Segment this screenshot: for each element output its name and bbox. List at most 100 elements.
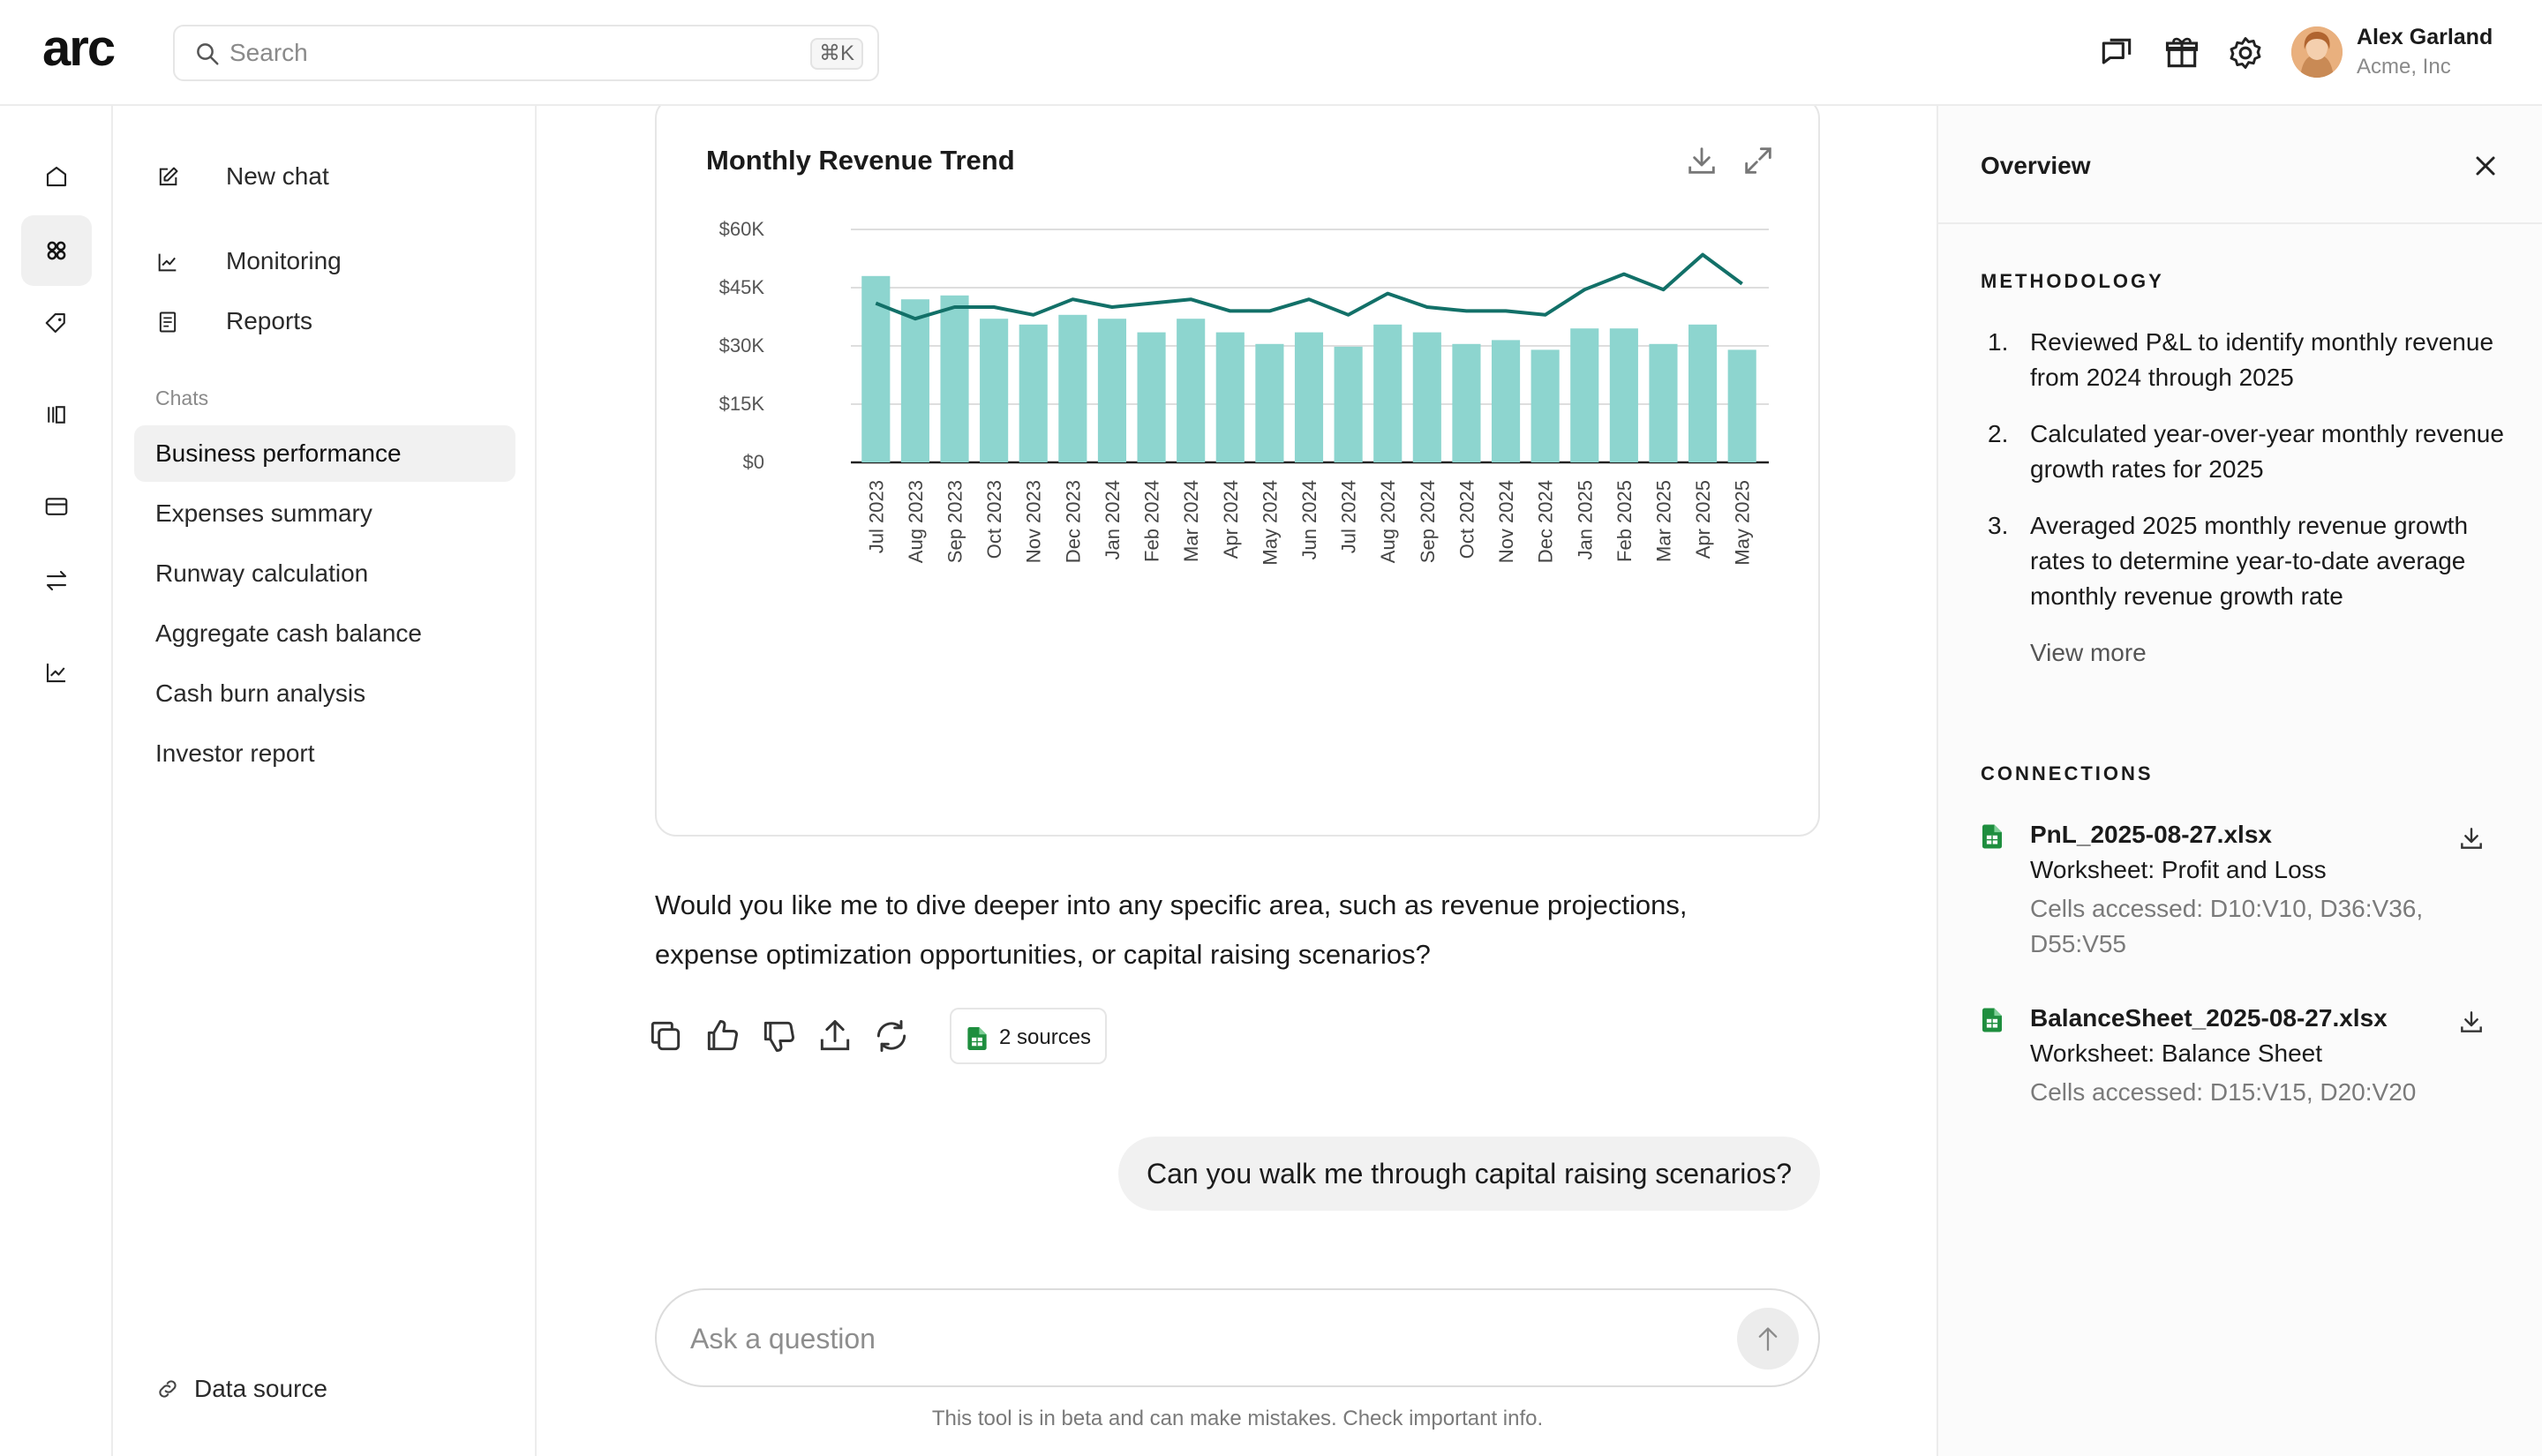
step-number: 2.	[1988, 420, 2009, 447]
share-upload-icon[interactable]	[816, 1017, 854, 1055]
y-tick-label: $0	[743, 451, 764, 473]
link-icon	[159, 1380, 177, 1398]
revenue-bar	[1215, 332, 1245, 462]
revenue-bar	[1097, 319, 1127, 462]
revenue-bar	[1294, 332, 1324, 462]
connections-label: CONNECTIONS	[1981, 762, 2154, 784]
connection-cells: Cells accessed: D15:V15, D20:V20	[2030, 1078, 2417, 1106]
nav-reports[interactable]: Reports	[134, 293, 515, 348]
rail-analytics[interactable]	[21, 637, 92, 708]
spreadsheet-icon	[1982, 824, 2002, 849]
chat-item-aggregate-cash-balance[interactable]: Aggregate cash balance	[155, 619, 422, 647]
rail-library[interactable]	[21, 379, 92, 450]
x-tick-label: Aug 2023	[905, 480, 927, 563]
y-tick-label: $15K	[719, 393, 765, 415]
download-icon[interactable]	[1684, 143, 1719, 178]
revenue-bar	[1255, 343, 1284, 462]
edit-icon	[159, 167, 178, 186]
monitoring-label: Monitoring	[226, 247, 342, 274]
step-text: Averaged 2025 monthly revenue growth rat…	[2030, 512, 2469, 610]
download-icon[interactable]	[2457, 1008, 2486, 1036]
revenue-bar	[1609, 328, 1638, 462]
revenue-bar	[1334, 346, 1363, 462]
tag-icon	[45, 312, 65, 334]
arrow-up-icon	[1758, 1327, 1778, 1351]
question-input[interactable]	[690, 1317, 1661, 1361]
chat-main: Monthly Revenue Trend $0 $15K $30K $45K $60K…	[537, 106, 1937, 1456]
chart-title: Monthly Revenue Trend	[706, 145, 1015, 176]
thumbs-down-icon[interactable]	[759, 1017, 798, 1055]
revenue-bar	[900, 299, 929, 462]
search-input[interactable]	[229, 34, 724, 72]
chat-item-runway-calculation[interactable]: Runway calculation	[155, 559, 369, 587]
chat-item-cash-burn-analysis[interactable]: Cash burn analysis	[155, 679, 366, 707]
user-name: Alex Garland	[2357, 25, 2493, 49]
chat-item-business-performance[interactable]: Business performance	[134, 425, 515, 482]
x-tick-label: Jan 2025	[1574, 480, 1596, 560]
x-tick-label: Feb 2025	[1613, 480, 1636, 562]
thumbs-up-icon[interactable]	[703, 1017, 741, 1055]
send-button[interactable]	[1737, 1308, 1799, 1370]
x-tick-label: Jan 2024	[1102, 480, 1124, 560]
new-chat-button[interactable]: New chat	[134, 148, 515, 203]
expand-icon[interactable]	[1741, 143, 1776, 178]
step-number: 3.	[1988, 512, 2009, 539]
revenue-bar	[1649, 343, 1678, 462]
chat-item-investor-report[interactable]: Investor report	[155, 739, 315, 767]
avatar[interactable]	[2291, 26, 2343, 78]
home-icon	[46, 166, 67, 187]
search-bar[interactable]: ⌘K	[173, 25, 879, 81]
revenue-bar	[1412, 332, 1441, 462]
nav-monitoring[interactable]: Monitoring	[134, 233, 515, 288]
beta-disclaimer: This tool is in beta and can make mistak…	[931, 1407, 1544, 1430]
rail-home[interactable]	[21, 141, 92, 212]
rail-assistant[interactable]	[21, 215, 92, 286]
x-tick-label: Mar 2025	[1652, 480, 1674, 562]
composer[interactable]	[655, 1288, 1820, 1387]
x-tick-label: Aug 2024	[1377, 480, 1399, 563]
panel-header: Overview	[1938, 106, 2542, 224]
connection-file-name[interactable]: BalanceSheet_2025-08-27.xlsx	[2030, 1004, 2388, 1032]
chats-section-label: Chats	[155, 387, 209, 409]
y-tick-label: $45K	[719, 276, 765, 298]
connection-worksheet: Worksheet: Balance Sheet	[2030, 1039, 2323, 1067]
x-tick-label: Apr 2024	[1220, 480, 1242, 559]
chat-sidebar: New chat Monitoring Reports Chats Busine…	[113, 106, 537, 1456]
revenue-bar	[1530, 349, 1560, 462]
methodology-label: METHODOLOGY	[1981, 270, 2164, 292]
search-icon	[197, 43, 219, 65]
copy-icon[interactable]	[646, 1017, 685, 1055]
settings-gear-icon[interactable]	[2226, 34, 2265, 72]
monitoring-chart-icon	[158, 253, 177, 272]
sources-button[interactable]: 2 sources	[950, 1008, 1107, 1064]
rail-tags[interactable]	[21, 288, 92, 358]
connection-file-name[interactable]: PnL_2025-08-27.xlsx	[2030, 821, 2272, 848]
revenue-bar	[1452, 343, 1481, 462]
revenue-bar	[1019, 324, 1048, 462]
data-source-label: Data source	[194, 1375, 327, 1402]
revenue-bar	[1058, 314, 1087, 462]
revenue-bar	[940, 295, 969, 462]
regenerate-icon[interactable]	[872, 1017, 911, 1055]
credit-card-icon	[45, 498, 68, 515]
chat-bubbles-icon[interactable]	[2097, 34, 2136, 72]
sources-label: 2 sources	[999, 1025, 1092, 1049]
chat-item-expenses-summary[interactable]: Expenses summary	[155, 499, 372, 527]
rail-transfers[interactable]	[21, 545, 92, 616]
new-chat-label: New chat	[226, 162, 329, 190]
arc-logo[interactable]: arc	[42, 26, 134, 72]
revenue-bar	[1137, 332, 1166, 462]
x-tick-label: Jun 2024	[1298, 480, 1320, 560]
revenue-bar	[1688, 324, 1718, 462]
rail-cards[interactable]	[21, 471, 92, 542]
x-tick-label: Jul 2023	[865, 480, 887, 553]
connection-worksheet: Worksheet: Profit and Loss	[2030, 856, 2327, 883]
revenue-bar	[1373, 324, 1403, 462]
download-icon[interactable]	[2457, 824, 2486, 852]
view-more-link[interactable]: View more	[2030, 639, 2147, 666]
close-icon[interactable]	[2470, 150, 2501, 182]
revenue-bar	[1491, 340, 1521, 462]
chart-card: Monthly Revenue Trend $0 $15K $30K $45K $60K…	[655, 106, 1820, 837]
step-text: Reviewed P&L to identify monthly revenue…	[2030, 328, 2494, 391]
gift-icon[interactable]	[2162, 34, 2201, 72]
